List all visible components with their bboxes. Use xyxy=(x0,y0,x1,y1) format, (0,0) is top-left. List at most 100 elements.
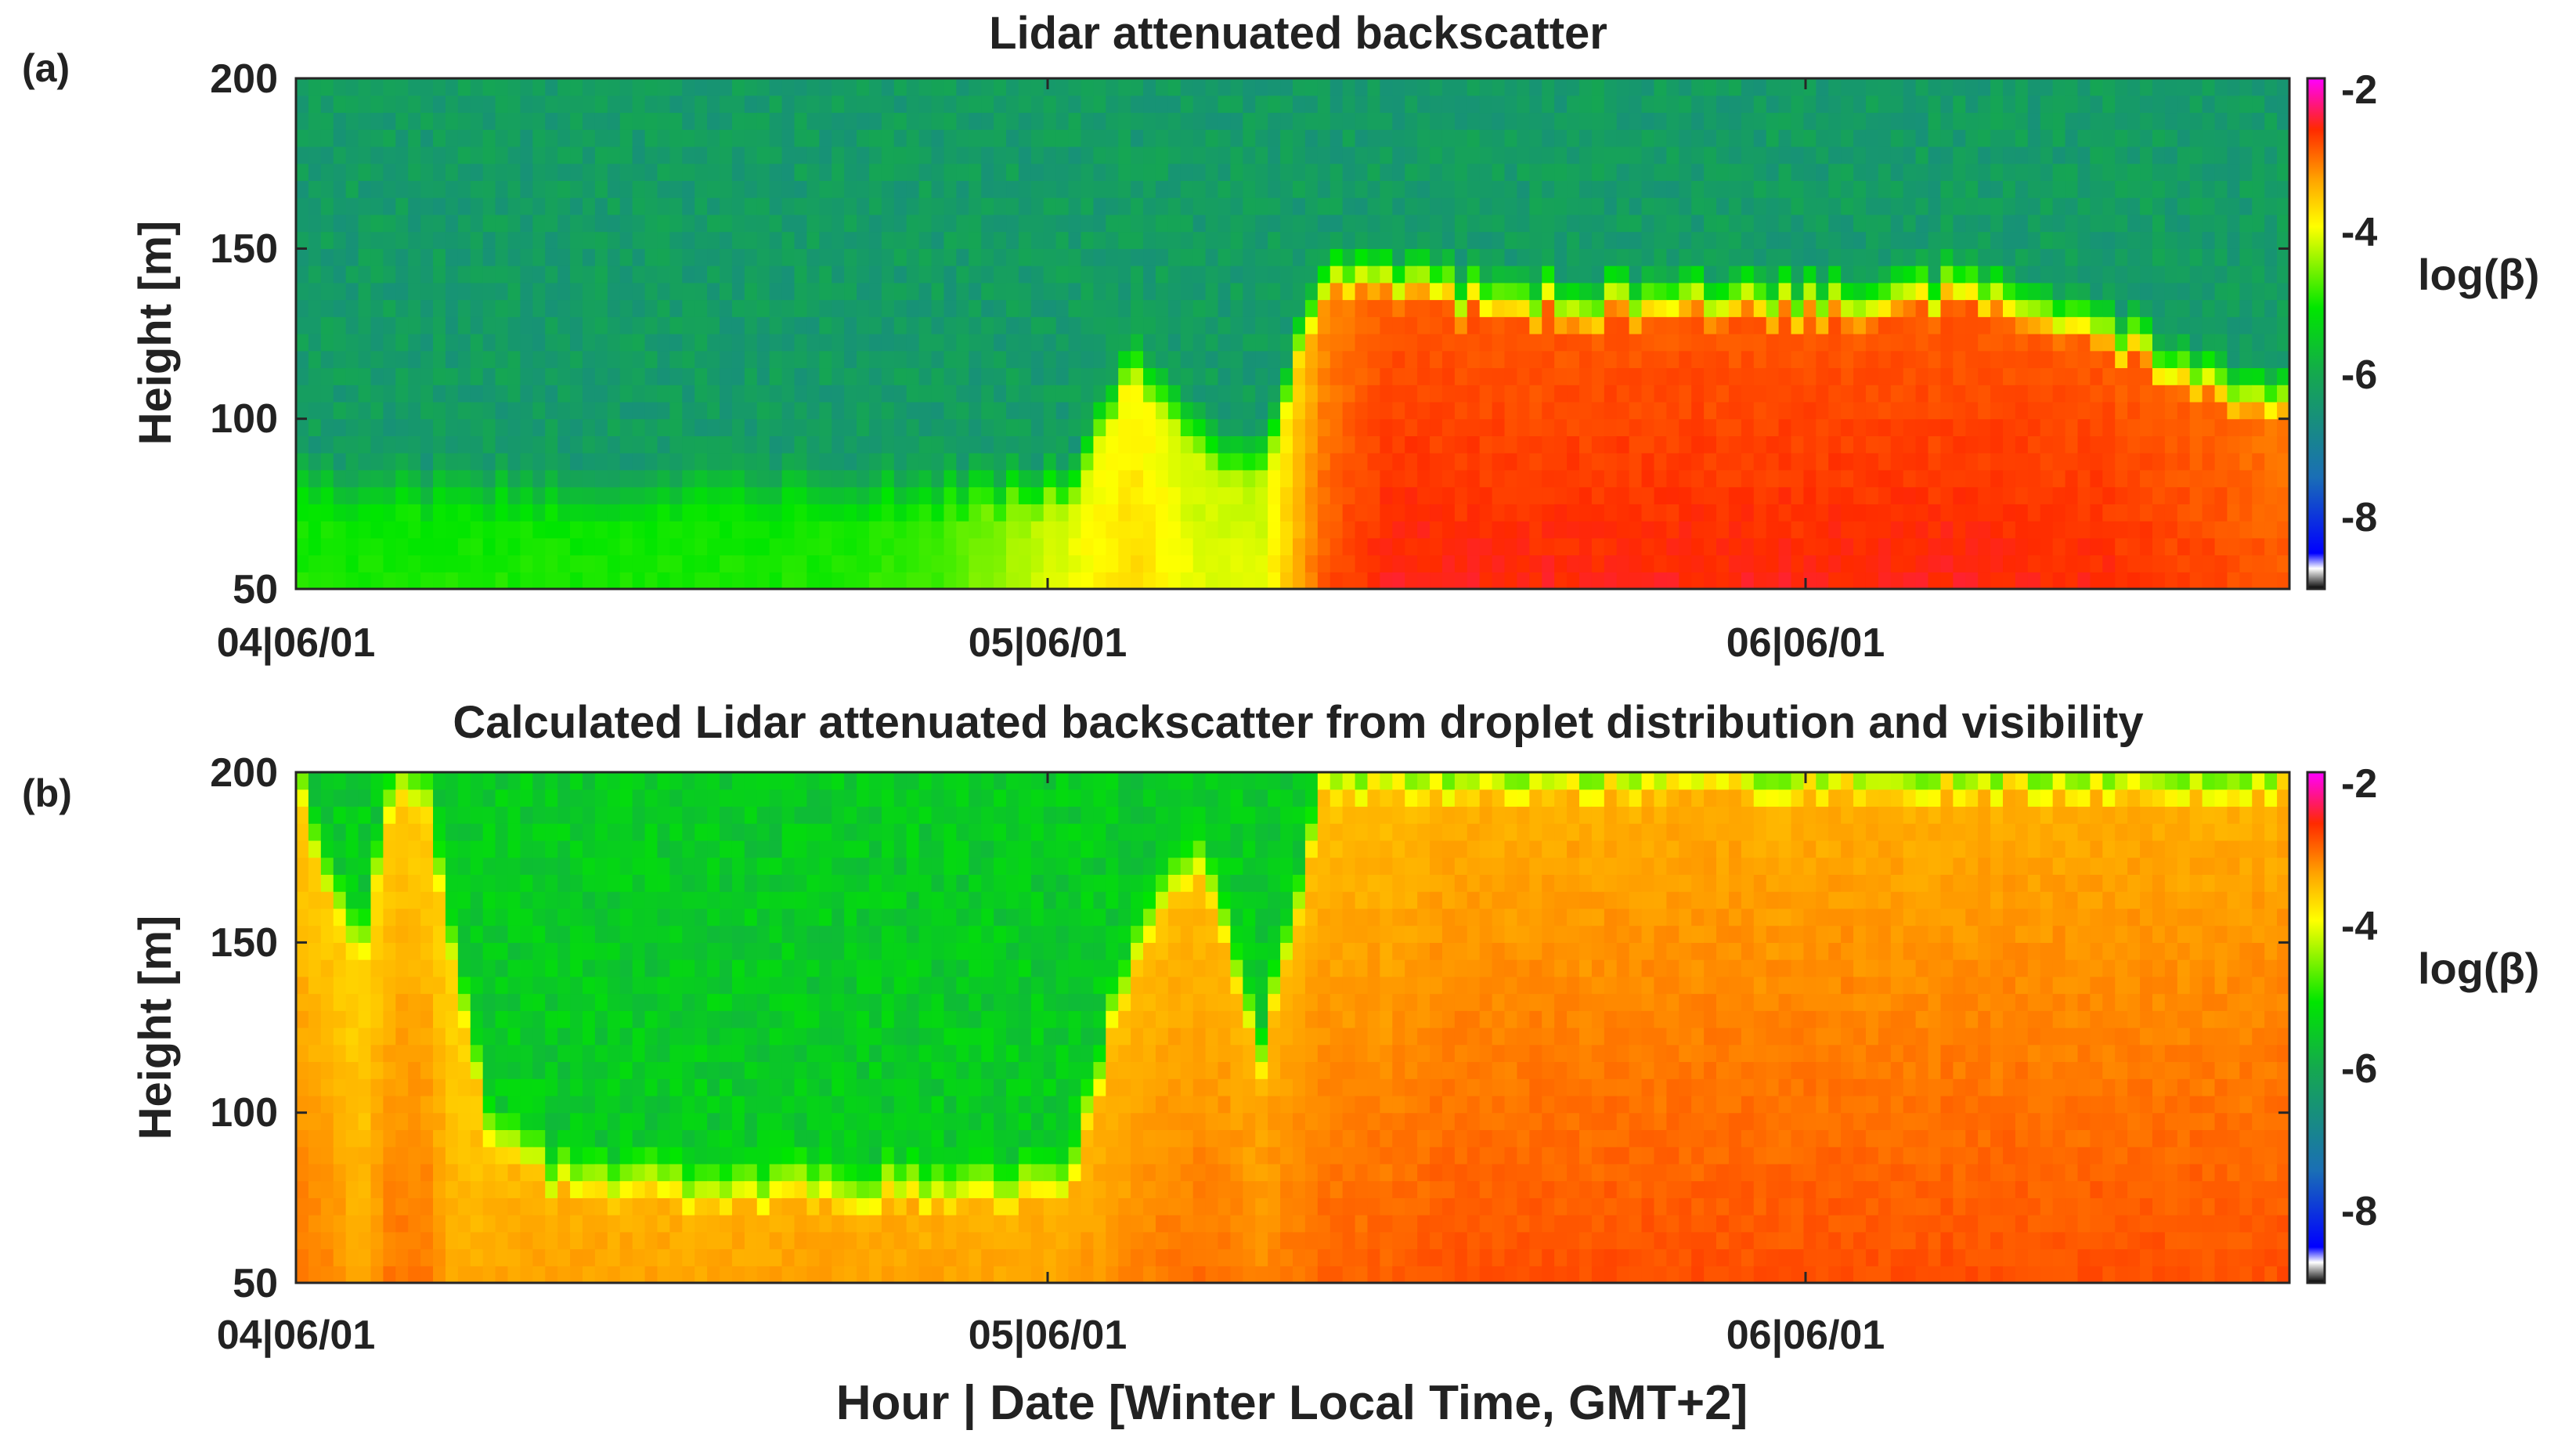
heatmap-cell xyxy=(1990,554,2004,572)
heatmap-cell xyxy=(1604,367,1618,385)
heatmap-cell xyxy=(1753,401,1767,420)
heatmap-cell xyxy=(1417,554,1431,572)
heatmap-cell xyxy=(2040,350,2054,369)
heatmap-cell xyxy=(969,572,982,590)
heatmap-cell xyxy=(1766,180,1780,198)
heatmap-cell xyxy=(1990,401,2004,420)
heatmap-cell xyxy=(943,95,957,114)
heatmap-cell xyxy=(756,504,770,522)
heatmap-cell xyxy=(1355,180,1369,198)
heatmap-cell xyxy=(1666,572,1679,590)
heatmap-cell xyxy=(2252,282,2265,301)
heatmap-cell xyxy=(2164,95,2178,114)
heatmap-cell xyxy=(1467,504,1481,522)
heatmap-cell xyxy=(1878,316,1892,334)
heatmap-cell xyxy=(1405,248,1418,266)
heatmap-cell xyxy=(781,572,796,590)
heatmap-cell xyxy=(2227,486,2240,504)
heatmap-cell xyxy=(1392,350,1405,369)
heatmap-cell xyxy=(1180,453,1194,471)
heatmap-cell xyxy=(1629,248,1643,266)
heatmap-cell xyxy=(644,129,658,147)
heatmap-cell xyxy=(482,214,496,233)
heatmap-cell xyxy=(470,248,484,266)
heatmap-cell xyxy=(781,469,796,488)
heatmap-cell xyxy=(1691,112,1705,130)
heatmap-cell xyxy=(1106,486,1119,504)
heatmap-cell xyxy=(1081,334,1094,352)
heatmap-cell xyxy=(333,1010,347,1028)
heatmap-cell xyxy=(619,282,633,301)
heatmap-cell xyxy=(1441,334,1456,352)
heatmap-cell xyxy=(420,180,434,198)
heatmap-cell xyxy=(2152,334,2166,352)
heatmap-cell xyxy=(632,180,646,198)
heatmap-cell xyxy=(2239,146,2253,164)
heatmap-cell xyxy=(857,521,870,539)
heatmap-cell xyxy=(1155,214,1169,233)
heatmap-cell xyxy=(470,554,484,572)
heatmap-cell xyxy=(1666,163,1679,181)
heatmap-cell xyxy=(682,504,695,522)
heatmap-cell xyxy=(1853,537,1867,556)
heatmap-cell xyxy=(1616,231,1630,249)
heatmap-cell xyxy=(2164,401,2178,420)
heatmap-cell xyxy=(345,231,359,249)
heatmap-cell xyxy=(545,129,558,147)
heatmap-cell xyxy=(744,453,758,471)
heatmap-cell xyxy=(370,282,384,301)
heatmap-cell xyxy=(1890,299,1904,317)
heatmap-cell xyxy=(832,146,845,164)
heatmap-cell xyxy=(806,435,820,453)
heatmap-cell xyxy=(582,350,596,369)
heatmap-cell xyxy=(395,435,409,453)
heatmap-cell xyxy=(1268,521,1281,539)
heatmap-cell xyxy=(433,418,446,436)
heatmap-cell xyxy=(1355,112,1369,130)
heatmap-cell xyxy=(906,537,920,556)
heatmap-cell xyxy=(1454,299,1468,317)
heatmap-cell xyxy=(520,418,533,436)
heatmap-cell xyxy=(1778,453,1792,471)
heatmap-cell xyxy=(2065,486,2079,504)
heatmap-cell xyxy=(806,214,820,233)
heatmap-cell xyxy=(1903,537,1917,556)
heatmap-cell xyxy=(1205,95,1219,114)
heatmap-cell xyxy=(358,521,372,539)
heatmap-cell xyxy=(1255,367,1268,385)
heatmap-cell xyxy=(582,469,596,488)
heatmap-cell xyxy=(1865,435,1879,453)
heatmap-cell xyxy=(345,521,359,539)
heatmap-cell xyxy=(507,418,521,436)
panel-a: (a) Lidar attenuated backscatter Height … xyxy=(22,8,2539,666)
heatmap-cell xyxy=(333,282,347,301)
heatmap-cell xyxy=(1167,129,1182,147)
heatmap-cell xyxy=(2003,334,2016,352)
heatmap-cell xyxy=(1803,214,1817,233)
heatmap-cell xyxy=(2102,299,2116,317)
heatmap-cell xyxy=(931,486,945,504)
heatmap-cell xyxy=(470,418,484,436)
heatmap-cell xyxy=(1405,163,1418,181)
heatmap-cell xyxy=(2140,146,2153,164)
heatmap-cell xyxy=(1578,163,1593,181)
heatmap-cell xyxy=(906,521,920,539)
heatmap-cell xyxy=(1304,282,1319,301)
heatmap-cell xyxy=(1467,78,1481,96)
heatmap-cell xyxy=(296,418,309,436)
heatmap-cell xyxy=(1280,367,1293,385)
heatmap-cell xyxy=(720,504,733,522)
heatmap-cell xyxy=(1430,112,1443,130)
heatmap-cell xyxy=(308,1163,322,1182)
heatmap-cell xyxy=(1841,537,1854,556)
heatmap-cell xyxy=(2127,418,2141,436)
heatmap-cell xyxy=(981,385,994,403)
heatmap-cell xyxy=(2027,112,2041,130)
heatmap-cell xyxy=(1143,248,1156,266)
heatmap-cell xyxy=(1093,299,1106,317)
heatmap-cell xyxy=(2040,554,2054,572)
heatmap-cell xyxy=(1853,231,1867,249)
heatmap-cell xyxy=(333,504,347,522)
heatmap-cell xyxy=(1317,214,1331,233)
heatmap-cell xyxy=(619,486,633,504)
